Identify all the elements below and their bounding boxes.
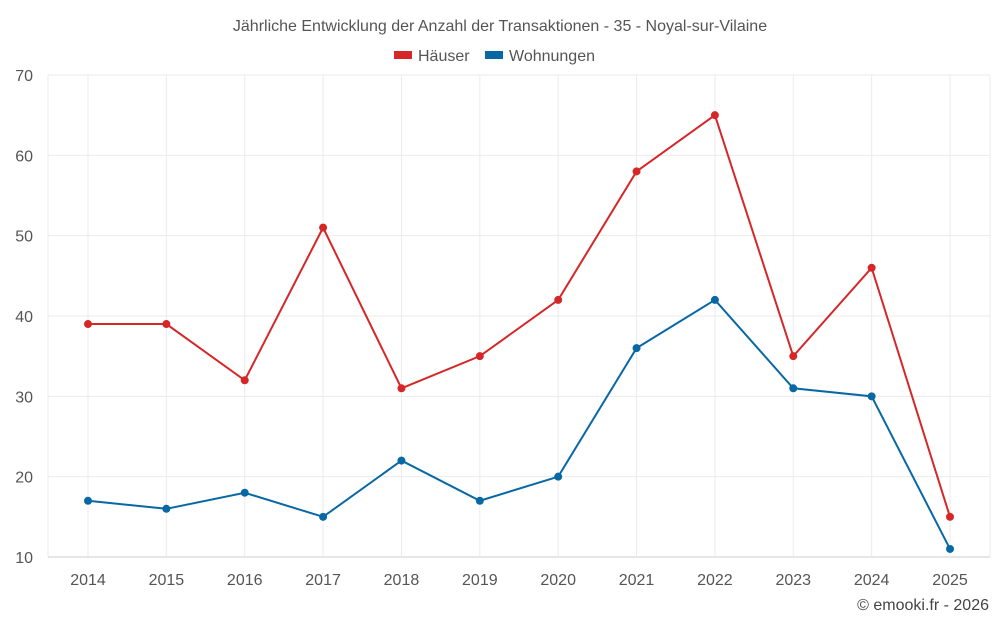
data-point: [632, 344, 641, 353]
legend-item: Wohnungen: [485, 48, 595, 65]
data-point: [475, 352, 484, 361]
y-tick-label: 40: [15, 309, 33, 326]
y-tick-label: 10: [15, 550, 33, 567]
x-tick-label: 2014: [70, 572, 106, 589]
x-tick-label: 2017: [305, 572, 341, 589]
x-tick-label: 2025: [932, 572, 968, 589]
y-tick-label: 30: [15, 389, 33, 406]
data-point: [397, 456, 406, 465]
legend: Häuser Wohnungen: [394, 48, 595, 65]
x-tick-label: 2016: [227, 572, 263, 589]
data-point: [946, 512, 954, 521]
series-wohnungen: [84, 295, 954, 553]
x-tick-label: 2018: [384, 572, 420, 589]
x-tick-label: 2015: [149, 572, 185, 589]
y-tick-label: 20: [15, 470, 33, 487]
data-point: [867, 392, 876, 401]
data-point: [319, 512, 328, 521]
legend-swatch: [394, 51, 412, 59]
y-tick-label: 50: [15, 229, 33, 246]
data-point: [397, 384, 406, 393]
chart-title: Jährliche Entwicklung der Anzahl der Tra…: [233, 18, 767, 35]
legend-label: Wohnungen: [509, 48, 595, 65]
legend-label: Häuser: [418, 48, 470, 65]
series-group: [84, 111, 954, 553]
data-point: [710, 295, 719, 304]
x-tick-label: 2022: [697, 572, 733, 589]
series-haeuser: [84, 111, 954, 521]
data-point: [84, 496, 92, 505]
data-point: [319, 223, 328, 232]
data-point: [554, 472, 563, 481]
data-point: [789, 352, 798, 361]
grid: [47, 74, 991, 558]
credit-text: © emooki.fr - 2026: [857, 597, 989, 614]
series-line: [87, 298, 951, 550]
data-point: [867, 263, 876, 272]
data-point: [84, 320, 92, 329]
x-tick-label: 2019: [462, 572, 498, 589]
data-point: [632, 167, 641, 176]
x-tick-label: 2023: [775, 572, 811, 589]
series-line: [88, 113, 951, 518]
data-point: [554, 295, 563, 304]
data-point: [475, 496, 484, 505]
data-point: [710, 111, 719, 120]
data-point: [789, 384, 798, 393]
x-tick-label: 2024: [854, 572, 890, 589]
y-tick-label: 70: [15, 68, 33, 85]
data-point: [946, 544, 954, 553]
legend-item: Häuser: [394, 48, 470, 65]
data-point: [162, 320, 171, 329]
legend-swatch: [485, 51, 503, 59]
data-point: [240, 488, 249, 497]
x-tick-label: 2020: [540, 572, 576, 589]
data-point: [162, 504, 171, 513]
y-tick-label: 60: [15, 148, 33, 165]
data-point: [240, 376, 249, 385]
x-tick-label: 2021: [619, 572, 655, 589]
axes: 10 20 30 40 50 60 70 2014 2015 2016 2017 2018 2019 20…: [15, 68, 968, 589]
